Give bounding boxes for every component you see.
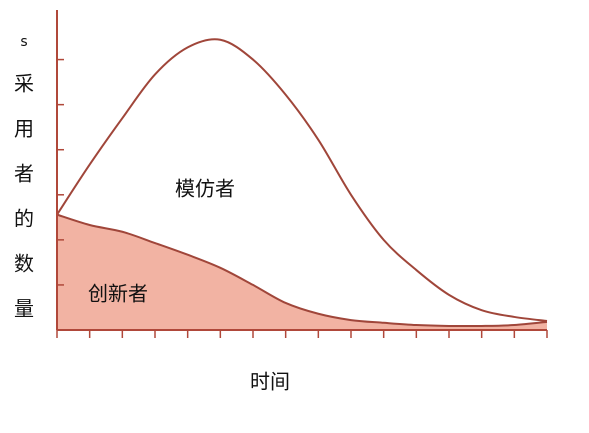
y-axis-label: 量	[14, 297, 34, 321]
y-axis-label: 数	[14, 252, 34, 276]
area	[57, 214, 547, 330]
x-axis-label: 时间	[250, 370, 290, 394]
line	[56, 213, 548, 328]
y-axis-label: 的	[14, 207, 34, 231]
line	[56, 38, 548, 322]
annotation: s	[20, 34, 27, 50]
series-label: 创新者	[88, 282, 148, 306]
series-label: 模仿者	[175, 177, 235, 201]
y-axis-label: 者	[14, 162, 34, 186]
y-axis-label: 采	[14, 72, 34, 96]
y-axis-label: 用	[14, 117, 34, 141]
